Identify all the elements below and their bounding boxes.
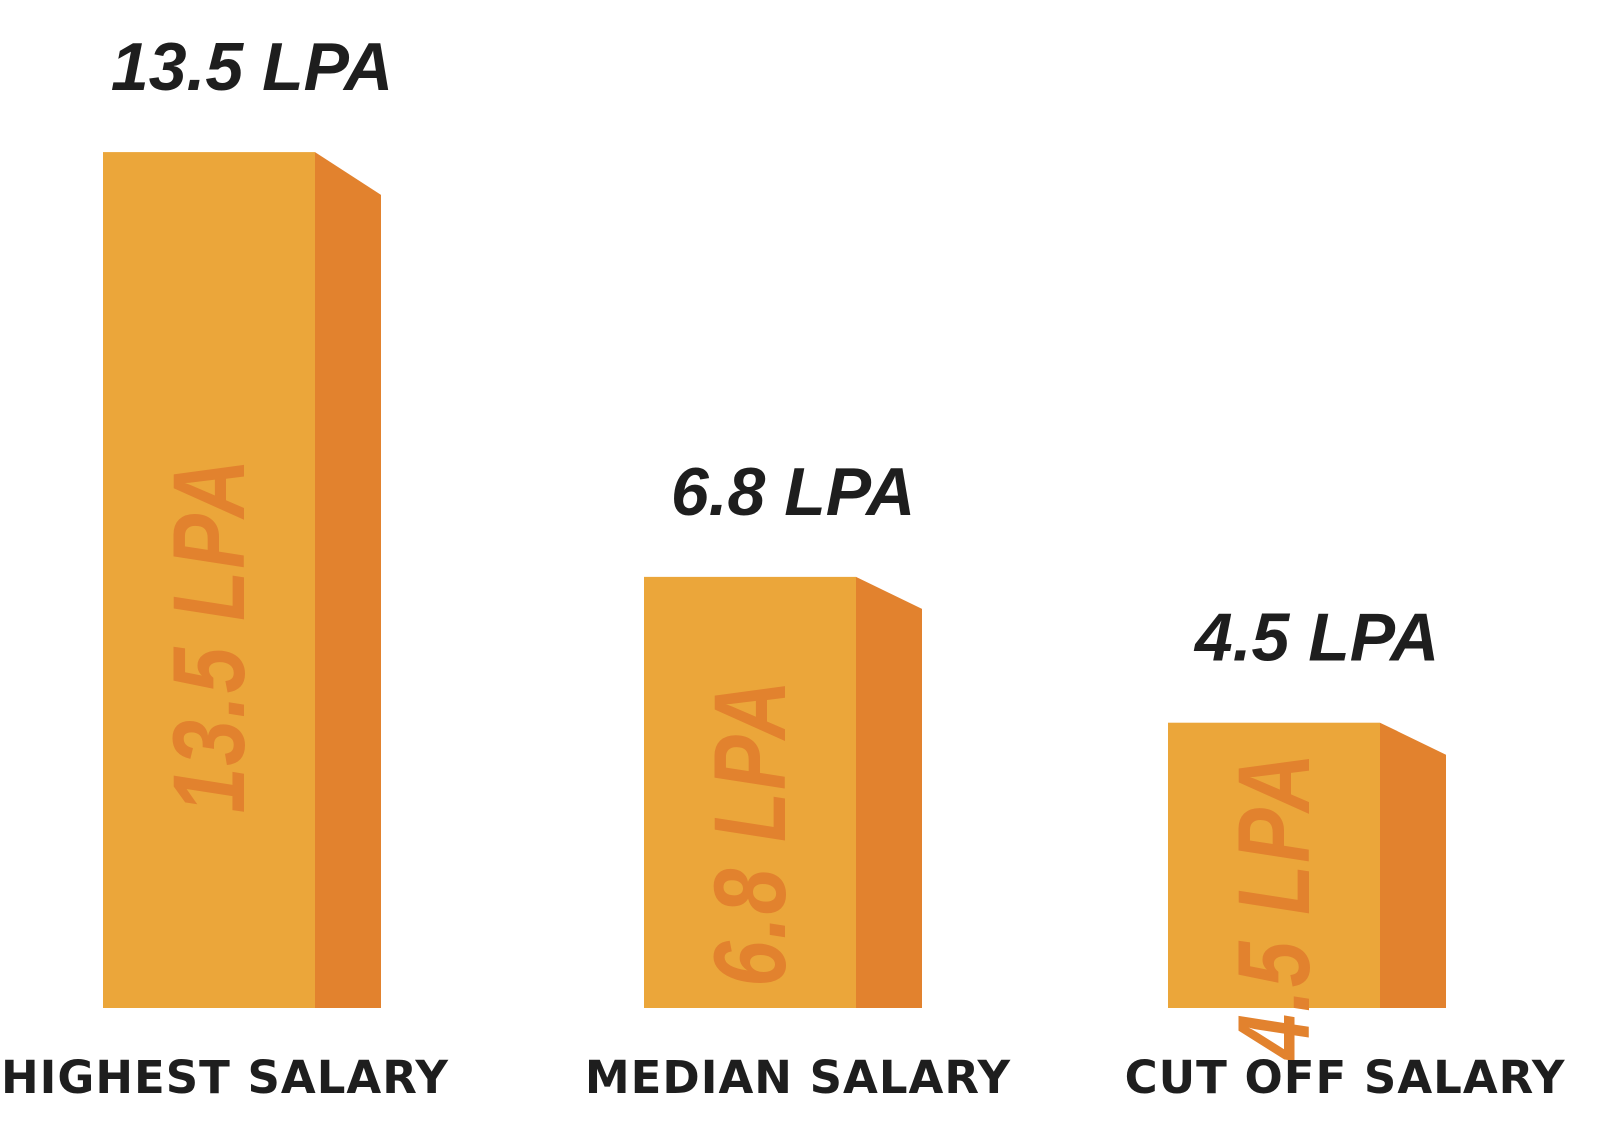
bar-front-cut-off-salary [1168,722,1380,1008]
bar-side-highest-salary [315,152,381,1009]
bars-group: 13.5 LPA 6.8 LPA 4.5 LPA [103,152,1446,1061]
bar-front-median-salary [644,576,856,1008]
bar-inner-label-cut-off-salary: 4.5 LPA [1216,751,1331,1061]
bar-side-cut-off-salary [1380,722,1446,1008]
bar-side-median-salary [856,576,922,1008]
category-label-highest-salary: HIGHEST SALARY [1,1051,449,1104]
bar-median-salary: 6.8 LPA [644,576,922,1008]
bar-inner-label-highest-salary: 13.5 LPA [151,457,266,813]
labels-group: 13.5 LPA HIGHEST SALARY 6.8 LPA MEDIAN SALA… [1,29,1566,1104]
value-label-highest-salary: 13.5 LPA [111,29,393,105]
bar-cut-off-salary: 4.5 LPA [1168,722,1446,1061]
bar-inner-label-median-salary: 6.8 LPA [692,678,807,987]
bar-highest-salary: 13.5 LPA [103,152,381,1009]
value-label-median-salary: 6.8 LPA [671,454,915,530]
value-label-cut-off-salary: 4.5 LPA [1193,600,1439,676]
category-label-median-salary: MEDIAN SALARY [585,1051,1012,1104]
category-label-cut-off-salary: CUT OFF SALARY [1125,1051,1566,1104]
bar-front-highest-salary [103,152,315,1009]
